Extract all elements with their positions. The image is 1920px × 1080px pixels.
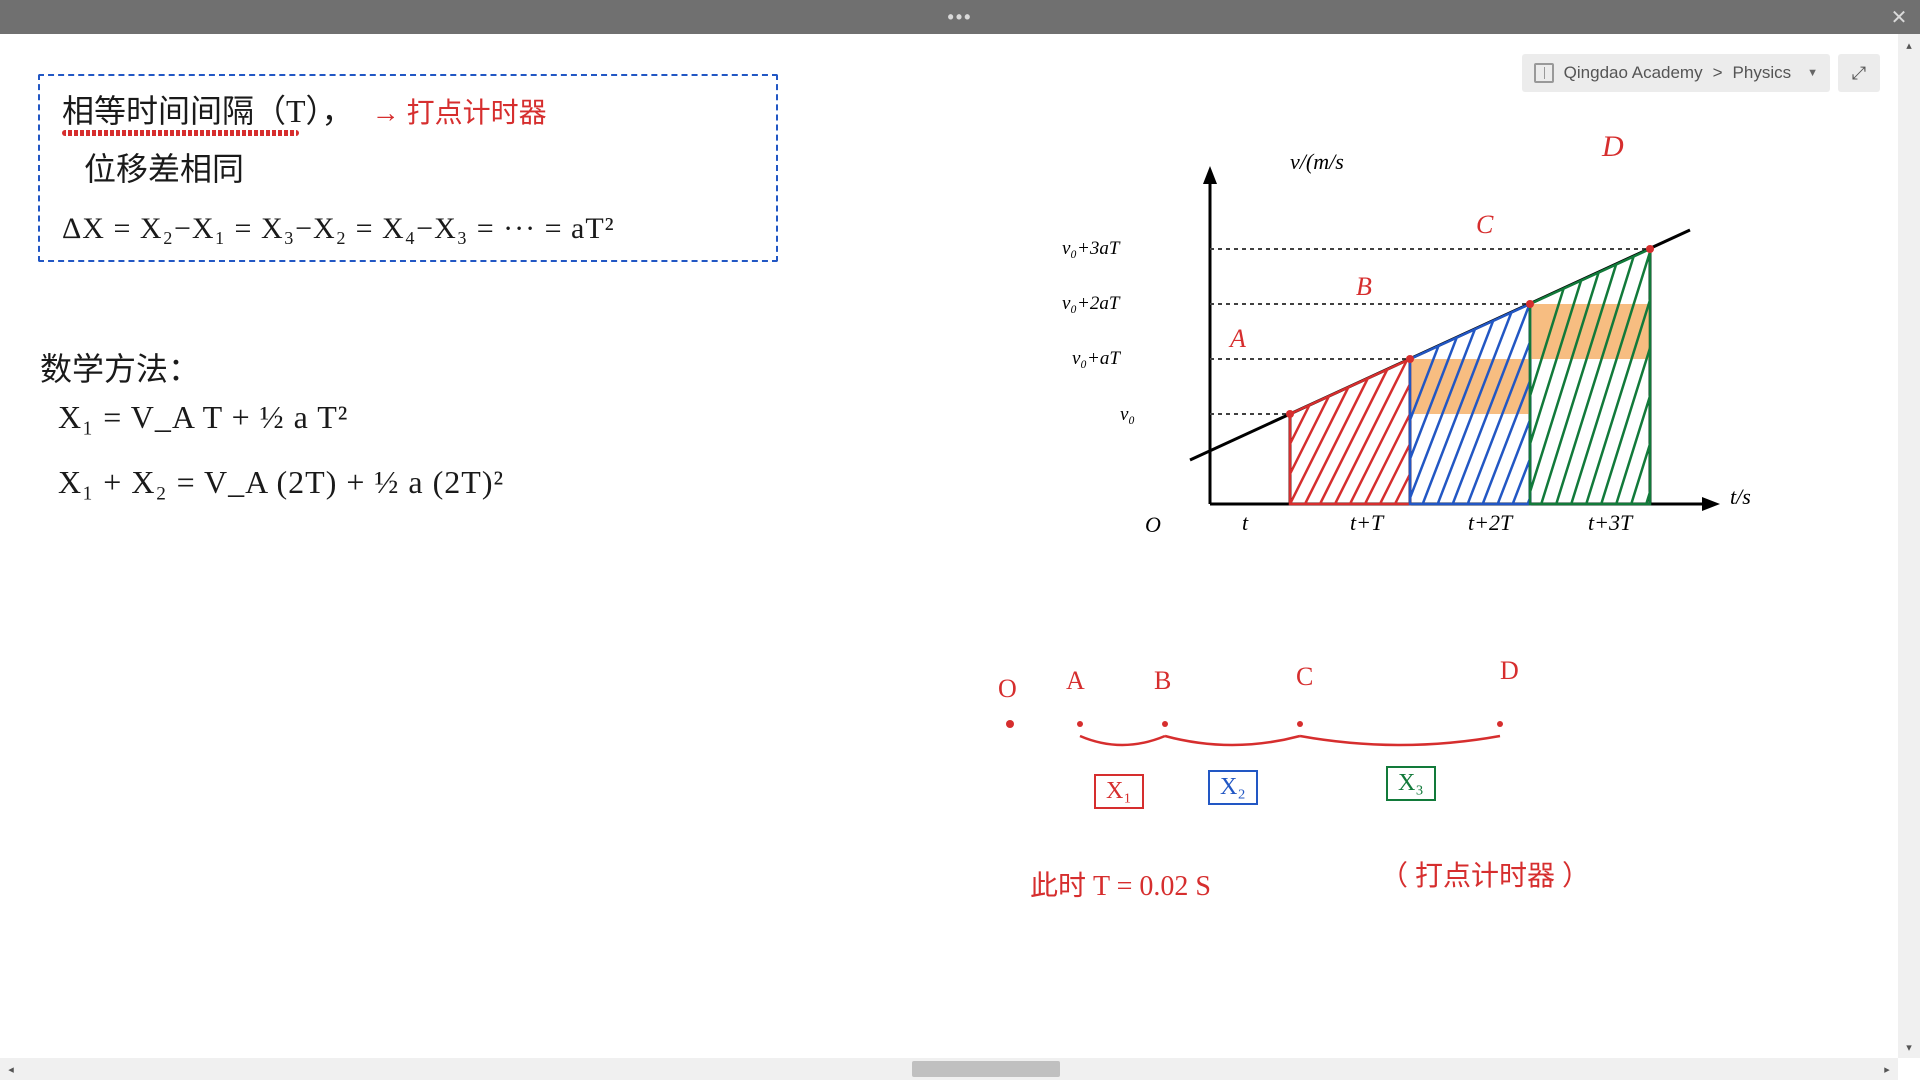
whiteboard-canvas[interactable]: Qingdao Academy > Physics ▼ ⤢ 相等时间间隔（T），… <box>0 34 1898 1058</box>
eq-x1x2: X₁ + X₂ = V_A (2T) + ½ a (2T)² <box>58 464 504 501</box>
tape-x1: X₁ <box>1094 774 1144 809</box>
method-title: 数学方法： <box>40 344 200 390</box>
graph-point-C: C <box>1476 210 1493 240</box>
horizontal-scrollbar[interactable]: ◂ ▸ <box>0 1058 1898 1080</box>
scroll-left-arrow[interactable]: ◂ <box>0 1058 22 1080</box>
tape-x3: X₃ <box>1386 766 1436 801</box>
tape-pt-O: O <box>998 674 1017 704</box>
breadcrumb-sep: > <box>1713 63 1723 83</box>
tape-pt-B: B <box>1154 666 1171 696</box>
graph-y-tick-2: v₀+2aT <box>1062 293 1119 315</box>
graph-x-tick-1: t+T <box>1350 510 1383 536</box>
boxed-note: 相等时间间隔（T）， → 打点计时器 位移差相同 ΔX = X₂−X₁ = X₃… <box>38 74 778 262</box>
scroll-thumb[interactable] <box>912 1061 1060 1077</box>
scroll-right-arrow[interactable]: ▸ <box>1876 1058 1898 1080</box>
box-line1: 相等时间间隔（T）， <box>62 93 354 129</box>
app-titlebar: ••• ✕ <box>0 0 1920 34</box>
graph-x-label: t/s <box>1730 484 1751 510</box>
chevron-down-icon: ▼ <box>1807 67 1818 79</box>
graph-x-tick-3: t+3T <box>1588 510 1632 536</box>
expand-button[interactable]: ⤢ <box>1838 54 1880 92</box>
eq-x1: X₁ = V_A T + ½ a T² <box>58 399 348 436</box>
tape-bottom-left: 此时 T = 0.02 S <box>1030 864 1211 904</box>
tape-pt-D: D <box>1500 656 1519 686</box>
scroll-down-arrow[interactable]: ▾ <box>1898 1036 1920 1058</box>
tape-bottom-right: （ 打点计时器 ） <box>1380 854 1590 894</box>
notebook-icon <box>1534 63 1554 83</box>
box-line2: 位移差相同 <box>84 144 754 190</box>
graph-point-B: B <box>1356 272 1372 302</box>
breadcrumb-org: Qingdao Academy <box>1564 63 1703 83</box>
scroll-track-v[interactable] <box>1898 56 1920 1036</box>
graph-y-tick-1: v₀+aT <box>1072 348 1120 370</box>
breadcrumb-bar[interactable]: Qingdao Academy > Physics ▼ <box>1522 54 1830 92</box>
menu-dots[interactable]: ••• <box>948 7 973 28</box>
breadcrumb-subject: Physics <box>1733 63 1792 83</box>
graph-y-tick-3: v₀+3aT <box>1062 238 1119 260</box>
scroll-up-arrow[interactable]: ▴ <box>1898 34 1920 56</box>
graph-point-D: D <box>1602 130 1624 164</box>
vertical-scrollbar[interactable]: ▴ ▾ <box>1898 34 1920 1058</box>
graph-x-tick-2: t+2T <box>1468 510 1512 536</box>
graph-y-tick-0: v₀ <box>1120 404 1135 426</box>
graph-y-label: v/(m/s <box>1290 149 1344 175</box>
box-equation: ΔX = X₂−X₁ = X₃−X₂ = X₄−X₃ = ··· = aT² <box>62 212 754 246</box>
scroll-track-h[interactable] <box>22 1058 1876 1080</box>
tape-x2: X₂ <box>1208 770 1258 805</box>
vt-graph <box>1060 124 1760 564</box>
toolbar-row: Qingdao Academy > Physics ▼ ⤢ <box>1522 48 1888 98</box>
close-button[interactable]: ✕ <box>1878 0 1920 34</box>
box-annotation: → 打点计时器 <box>372 91 547 131</box>
tape-pt-C: C <box>1296 662 1313 692</box>
tape-pt-A: A <box>1066 666 1085 696</box>
graph-x-tick-0: t <box>1242 510 1248 536</box>
graph-origin: O <box>1145 512 1161 538</box>
red-underline <box>62 130 299 136</box>
graph-point-A: A <box>1230 324 1246 354</box>
